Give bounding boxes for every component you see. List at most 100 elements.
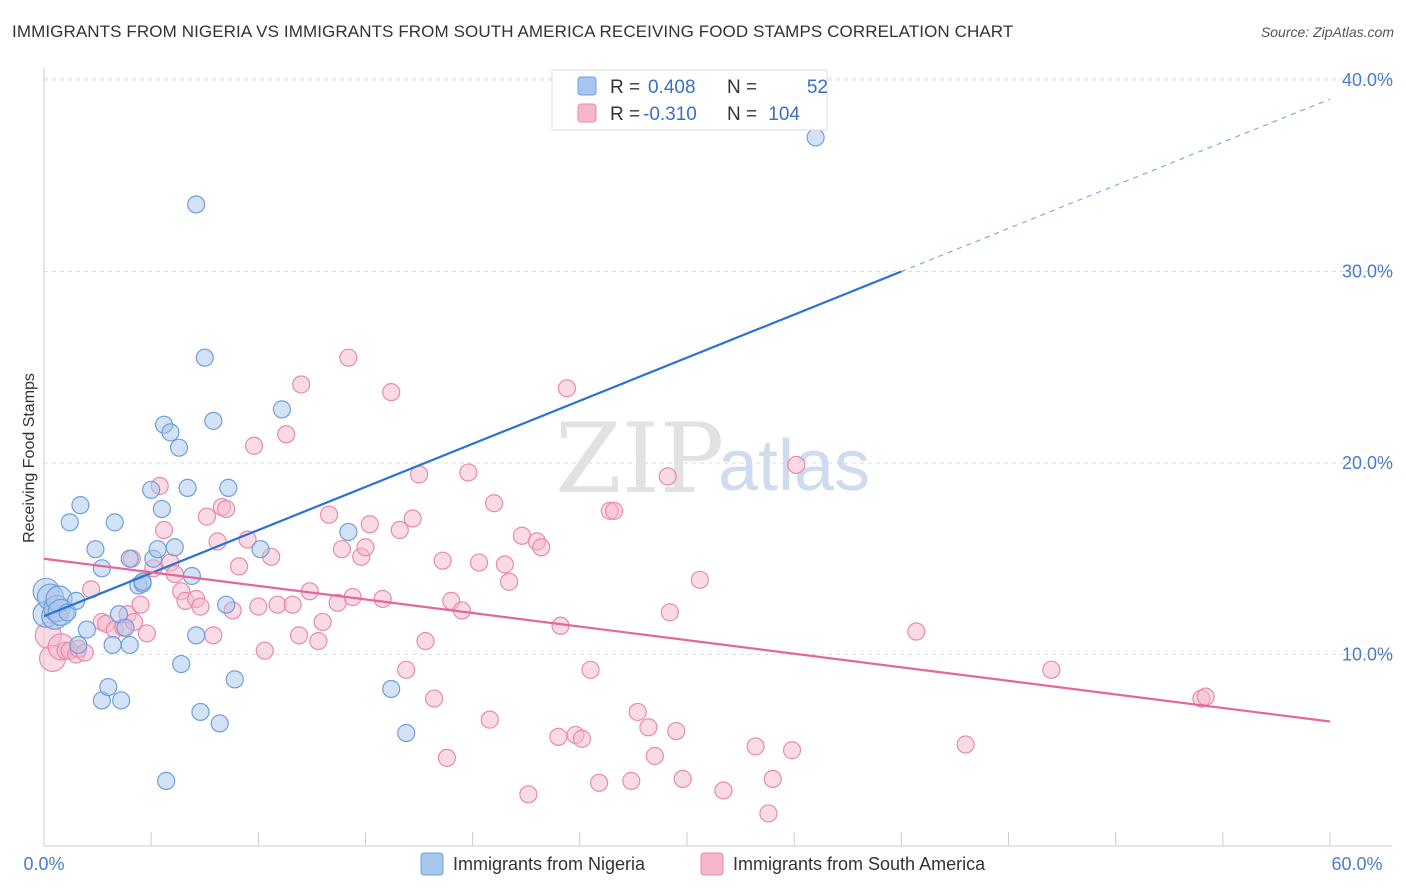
south-america-point-28 (204, 626, 223, 645)
south-america-point-62 (424, 689, 444, 708)
nigeria-point-40 (187, 626, 206, 645)
south-america-point-102 (956, 735, 975, 754)
nigeria-point-18 (105, 513, 124, 532)
nigeria-point-48 (251, 540, 270, 559)
x-axis-ticks (43, 832, 1331, 846)
south-america-point-103 (1042, 660, 1061, 679)
south-america-point-72 (500, 572, 519, 591)
south-america-point-63 (433, 551, 452, 570)
south-america-point-49 (332, 540, 352, 559)
legend-n-label-south-america: N = (727, 104, 757, 125)
nigeria-point-8 (60, 513, 79, 532)
watermark-zip: ZIP (555, 403, 724, 515)
nigeria-point-44 (210, 714, 229, 733)
south-america-point-20 (154, 520, 174, 540)
nigeria-point-29 (148, 540, 167, 559)
south-america-trend-line (43, 557, 1331, 723)
legend-r-value-nigeria: 0.408 (648, 77, 696, 98)
nigeria-point-37 (178, 478, 197, 497)
south-america-point-45 (309, 631, 328, 651)
south-america-point-82 (581, 660, 600, 679)
legend-swatch-nigeria (577, 76, 597, 96)
legend-n-value-nigeria: 52 (807, 77, 828, 98)
y-tick-label-20: 20.0% (1342, 453, 1393, 473)
nigeria-point-46 (219, 478, 238, 497)
nigeria-point-47 (225, 670, 244, 689)
south-america-point-42 (289, 626, 309, 645)
legend-n-label-nigeria: N = (727, 77, 757, 98)
south-america-point-76 (532, 538, 551, 557)
legend-r-label-nigeria: R = (610, 77, 640, 98)
nigeria-points (32, 128, 825, 790)
x-tick-label-max: 60.0% (1331, 854, 1382, 874)
nigeria-trend-line (43, 270, 902, 618)
y-tick-labels: 10.0% 20.0% 30.0% 40.0% (1342, 70, 1393, 665)
south-america-point-41 (283, 595, 302, 614)
nigeria-point-17 (103, 635, 122, 655)
south-america-point-33 (229, 557, 249, 576)
nigeria-point-33 (161, 423, 180, 442)
nigeria-point-32 (157, 771, 176, 790)
nigeria-point-53 (806, 128, 825, 147)
nigeria-point-30 (152, 499, 171, 519)
south-america-point-77 (549, 727, 568, 746)
legend-n-value-south-america: 104 (768, 104, 800, 125)
x-tick-label-min: 0.0% (23, 854, 64, 874)
south-america-point-85 (605, 501, 624, 520)
south-america-point-81 (572, 729, 592, 748)
south-america-point-54 (360, 515, 379, 534)
nigeria-point-41 (191, 702, 210, 722)
nigeria-point-14 (92, 559, 111, 578)
south-america-point-55 (373, 589, 392, 609)
nigeria-point-34 (165, 538, 184, 557)
nigeria-point-36 (172, 654, 191, 674)
south-america-point-95 (714, 781, 733, 800)
south-america-point-17 (137, 624, 156, 643)
y-tick-label-40: 40.0% (1342, 70, 1393, 90)
south-america-point-97 (759, 804, 778, 823)
south-america-point-61 (416, 631, 435, 651)
south-america-point-57 (390, 520, 409, 540)
south-america-point-43 (292, 375, 311, 394)
south-america-points (34, 348, 1215, 823)
y-tick-label-30: 30.0% (1342, 262, 1393, 282)
south-america-point-70 (485, 494, 504, 513)
south-america-point-26 (191, 597, 210, 616)
south-america-point-53 (356, 538, 375, 557)
trend-lines (43, 98, 1331, 723)
south-america-point-40 (277, 425, 296, 444)
chart-title: IMMIGRANTS FROM NIGERIA VS IMMIGRANTS FR… (12, 22, 1014, 41)
nigeria-point-49 (272, 400, 292, 419)
nigeria-point-27 (142, 480, 161, 499)
nigeria-point-43 (204, 411, 223, 430)
south-america-point-71 (495, 555, 514, 574)
south-america-point-101 (907, 622, 926, 641)
source-credit: Source: ZipAtlas.com (1260, 24, 1394, 40)
south-america-point-59 (403, 509, 422, 528)
south-america-point-88 (639, 718, 658, 737)
y-tick-label-10: 10.0% (1342, 645, 1393, 665)
south-america-point-56 (382, 383, 401, 402)
south-america-point-58 (397, 660, 416, 679)
south-america-point-31 (217, 499, 236, 519)
nigeria-point-50 (339, 522, 358, 542)
south-america-point-27 (197, 507, 216, 526)
south-america-point-105 (1196, 687, 1215, 706)
south-america-point-91 (660, 603, 679, 622)
south-america-point-93 (673, 769, 692, 789)
south-america-point-87 (628, 702, 647, 722)
south-america-point-94 (690, 570, 709, 589)
nigeria-point-13 (86, 540, 105, 559)
nigeria-point-16 (99, 677, 118, 697)
south-america-point-90 (658, 467, 677, 486)
south-america-point-83 (590, 773, 609, 792)
nigeria-point-22 (120, 635, 139, 655)
south-america-point-89 (645, 746, 664, 766)
nigeria-point-10 (69, 635, 88, 655)
nigeria-point-11 (71, 496, 90, 515)
series-legend: Immigrants from Nigeria Immigrants from … (420, 852, 986, 876)
south-america-point-64 (437, 748, 457, 768)
south-america-point-36 (249, 597, 268, 616)
series-legend-swatch-nigeria (420, 852, 444, 876)
nigeria-point-45 (217, 595, 236, 614)
